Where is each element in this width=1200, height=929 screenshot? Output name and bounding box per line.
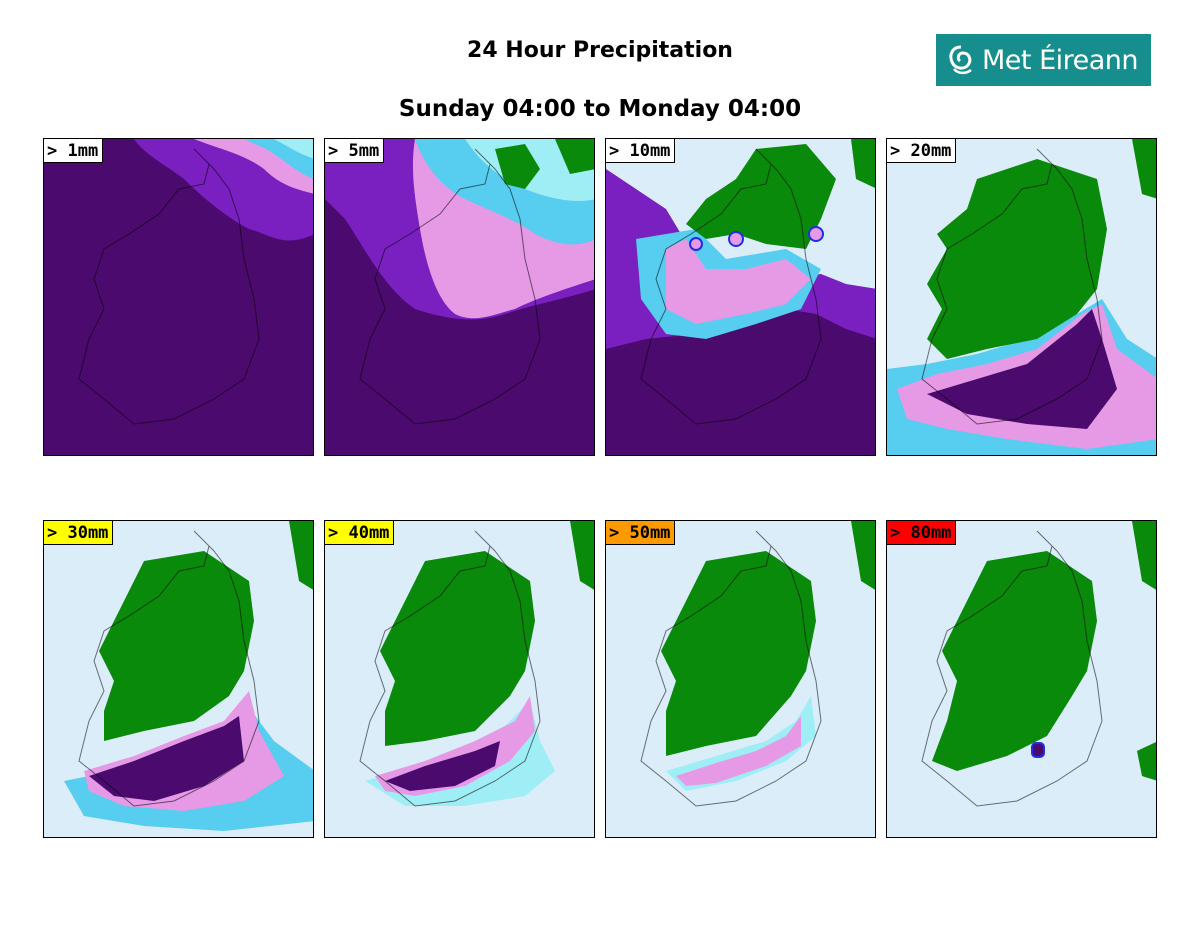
map-panel-50mm: > 50mm bbox=[605, 520, 876, 838]
threshold-label: > 20mm bbox=[887, 139, 957, 163]
map-panel-5mm: > 5mm bbox=[324, 138, 595, 456]
threshold-label: > 40mm bbox=[325, 521, 395, 545]
logo-text: Met Éireann bbox=[982, 44, 1139, 76]
map-panel-30mm: > 30mm bbox=[43, 520, 314, 838]
map-panel-80mm: > 80mm bbox=[886, 520, 1157, 838]
precip-map-1mm bbox=[44, 139, 313, 455]
map-panel-20mm: > 20mm bbox=[886, 138, 1157, 456]
met-eireann-logo: Met Éireann bbox=[936, 34, 1151, 86]
swirl-icon bbox=[949, 45, 972, 75]
precip-map-5mm bbox=[325, 139, 594, 455]
threshold-label: > 10mm bbox=[606, 139, 676, 163]
precip-map-20mm bbox=[887, 139, 1156, 455]
precip-map-10mm bbox=[606, 139, 875, 455]
threshold-label: > 50mm bbox=[606, 521, 676, 545]
threshold-label: > 1mm bbox=[44, 139, 104, 163]
threshold-label: > 80mm bbox=[887, 521, 957, 545]
precip-map-80mm bbox=[887, 521, 1156, 837]
map-panel-10mm: > 10mm bbox=[605, 138, 876, 456]
map-title: 24 Hour Precipitation bbox=[467, 38, 733, 63]
precip-map-50mm bbox=[606, 521, 875, 837]
threshold-label: > 30mm bbox=[44, 521, 114, 545]
precip-map-30mm bbox=[44, 521, 313, 837]
map-panel-1mm: > 1mm bbox=[43, 138, 314, 456]
map-subtitle: Sunday 04:00 to Monday 04:00 bbox=[398, 96, 802, 122]
precip-map-40mm bbox=[325, 521, 594, 837]
map-panel-40mm: > 40mm bbox=[324, 520, 595, 838]
threshold-label: > 5mm bbox=[325, 139, 385, 163]
